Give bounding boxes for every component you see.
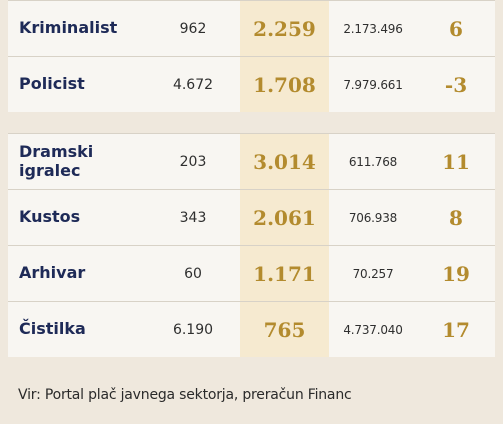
change-value: 11 <box>442 149 470 174</box>
occupation-label: Policist <box>19 74 85 94</box>
salary-cell: 3.014 <box>240 134 329 189</box>
total-value: 706.938 <box>348 210 398 225</box>
salary-value: 2.259 <box>253 16 316 41</box>
total-cell: 2.173.496 <box>329 1 417 56</box>
occupation-label: Kriminalist <box>19 18 118 38</box>
salary-cell: 2.259 <box>240 1 329 56</box>
change-cell: 11 <box>417 134 495 189</box>
occupation-cell: Policist <box>8 57 146 112</box>
salary-cell: 765 <box>240 302 329 357</box>
salary-value: 1.708 <box>253 72 316 97</box>
total-cell: 4.737.040 <box>329 302 417 357</box>
salary-value: 765 <box>263 317 306 342</box>
total-cell: 611.768 <box>329 134 417 189</box>
employees-value: 962 <box>179 20 207 37</box>
employees-value: 4.672 <box>172 76 214 93</box>
salary-value: 1.171 <box>253 261 316 286</box>
total-value: 7.979.661 <box>343 77 403 92</box>
table-row: Arhivar 60 1.171 70.257 19 <box>8 245 495 301</box>
total-value: 2.173.496 <box>343 21 403 36</box>
occupation-cell: Kustos <box>8 190 146 245</box>
change-value: 17 <box>442 317 470 342</box>
employees-value: 343 <box>179 209 207 226</box>
employees-cell: 4.672 <box>146 57 240 112</box>
change-cell: 17 <box>417 302 495 357</box>
salary-cell: 1.171 <box>240 246 329 301</box>
table-row: Policist 4.672 1.708 7.979.661 -3 <box>8 56 495 112</box>
employees-cell: 60 <box>146 246 240 301</box>
change-value: -3 <box>444 72 468 97</box>
total-cell: 706.938 <box>329 190 417 245</box>
employees-cell: 6.190 <box>146 302 240 357</box>
table-row: Kustos 343 2.061 706.938 8 <box>8 189 495 245</box>
occupation-cell: Čistilka <box>8 302 146 357</box>
occupation-label: Kustos <box>19 207 81 227</box>
occupation-label: Čistilka <box>19 319 86 339</box>
change-cell: 19 <box>417 246 495 301</box>
change-cell: 6 <box>417 1 495 56</box>
occupation-label: Arhivar <box>19 263 86 283</box>
table-row: Kriminalist 962 2.259 2.173.496 6 <box>8 0 495 56</box>
occupation-label: Dramski igralec <box>19 142 94 180</box>
salary-value: 3.014 <box>253 149 316 174</box>
source-note: Vir: Portal plač javnega sektorja, prera… <box>18 387 352 403</box>
employees-value: 60 <box>184 265 202 282</box>
table-row: Dramski igralec 203 3.014 611.768 11 <box>8 133 495 189</box>
table-group-1: Kriminalist 962 2.259 2.173.496 6 Polici… <box>8 0 495 112</box>
total-value: 70.257 <box>352 266 394 281</box>
employees-value: 6.190 <box>172 321 214 338</box>
occupation-cell: Dramski igralec <box>8 134 146 189</box>
employees-cell: 203 <box>146 134 240 189</box>
salary-cell: 2.061 <box>240 190 329 245</box>
change-value: 6 <box>449 16 463 41</box>
salary-cell: 1.708 <box>240 57 329 112</box>
total-cell: 70.257 <box>329 246 417 301</box>
change-cell: 8 <box>417 190 495 245</box>
salary-value: 2.061 <box>253 205 316 230</box>
employees-value: 203 <box>179 153 207 170</box>
change-value: 19 <box>442 261 470 286</box>
total-cell: 7.979.661 <box>329 57 417 112</box>
occupation-cell: Arhivar <box>8 246 146 301</box>
occupation-cell: Kriminalist <box>8 1 146 56</box>
employees-cell: 343 <box>146 190 240 245</box>
total-value: 4.737.040 <box>343 322 403 337</box>
employees-cell: 962 <box>146 1 240 56</box>
table-row: Čistilka 6.190 765 4.737.040 17 <box>8 301 495 357</box>
change-cell: -3 <box>417 57 495 112</box>
change-value: 8 <box>449 205 463 230</box>
table-group-2: Dramski igralec 203 3.014 611.768 11 Kus… <box>8 133 495 357</box>
total-value: 611.768 <box>348 154 398 169</box>
